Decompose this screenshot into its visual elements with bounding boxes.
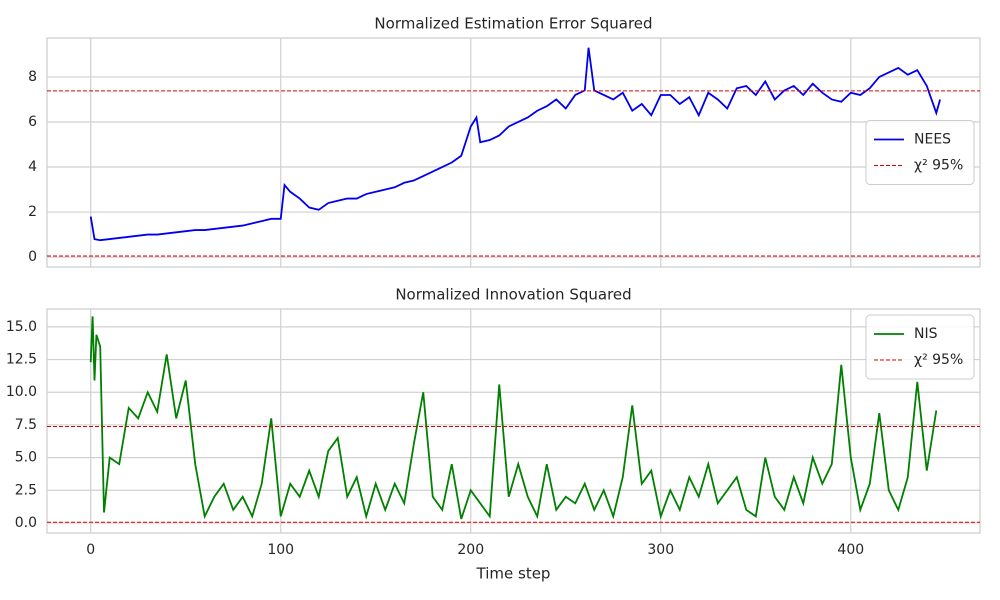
y-tick-label: 0 [28, 249, 37, 265]
legend-label: χ² 95% [914, 158, 963, 174]
y-tick-label: 2.5 [15, 482, 37, 498]
x-tick-label: 0 [86, 542, 95, 558]
plot-area [46, 308, 981, 534]
legend-label: NIS [914, 326, 938, 342]
x-tick-label: 200 [457, 542, 484, 558]
y-tick-label: 12.5 [6, 352, 37, 368]
legend [865, 120, 975, 185]
x-tick-label: 300 [647, 542, 674, 558]
x-tick-label: 400 [837, 542, 864, 558]
legend [865, 314, 975, 380]
legend-label: NEES [914, 132, 951, 148]
data-line [89, 47, 941, 242]
data-line [89, 316, 938, 520]
x-axis-label: Time step [476, 565, 551, 583]
y-tick-label: 0.0 [15, 515, 37, 531]
y-tick-label: 7.5 [15, 417, 37, 433]
y-tick-label: 2 [28, 204, 37, 220]
legend-label: χ² 95% [914, 352, 963, 368]
y-tick-label: 5.0 [15, 450, 37, 466]
x-tick-label: 100 [267, 542, 294, 558]
chart-title: Normalized Innovation Squared [395, 286, 631, 304]
y-tick-label: 8 [28, 69, 37, 85]
y-tick-label: 4 [28, 159, 37, 175]
plot-area [46, 37, 981, 268]
chart-title: Normalized Estimation Error Squared [374, 15, 652, 33]
y-tick-label: 15.0 [6, 319, 37, 335]
y-tick-label: 10.0 [6, 384, 37, 400]
y-tick-label: 6 [28, 114, 37, 130]
